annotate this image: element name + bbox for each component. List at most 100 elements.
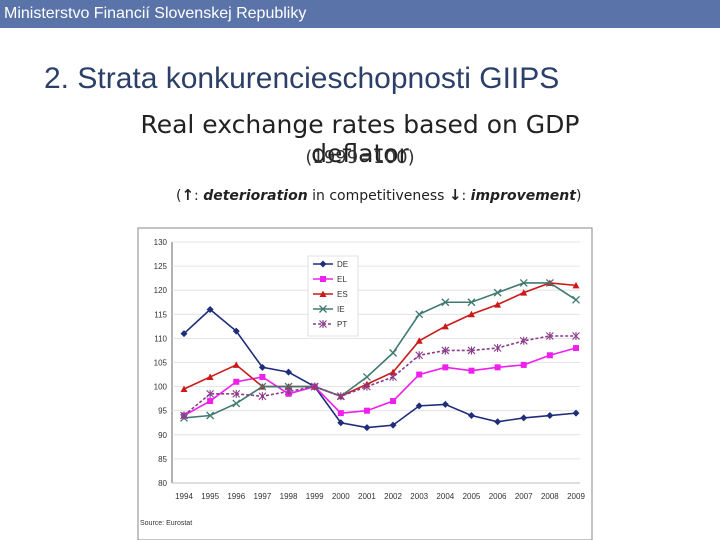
chart-source: Source: Eurostat	[140, 520, 192, 527]
data-point-star	[363, 382, 371, 391]
data-point-square	[520, 361, 527, 368]
x-tick-label: 2002	[384, 492, 402, 501]
data-point-triangle	[572, 281, 580, 289]
data-point-x	[441, 298, 450, 307]
note-up-sep: :	[194, 188, 204, 204]
data-point-diamond	[180, 330, 188, 338]
series-line-de	[183, 308, 577, 429]
y-tick-label: 110	[154, 334, 167, 343]
data-point-square	[337, 410, 344, 417]
data-point-diamond	[546, 412, 554, 420]
chart-title: Real exchange rates based on GDP deflato…	[140, 110, 580, 168]
data-point-diamond	[337, 419, 345, 427]
x-tick-label: 2003	[410, 492, 428, 501]
data-point-star	[441, 346, 450, 355]
data-point-diamond	[520, 414, 528, 422]
data-point-square	[494, 364, 501, 371]
legend-label: IE	[337, 305, 345, 314]
data-point-diamond	[415, 402, 423, 410]
legend-label: EL	[337, 275, 347, 284]
data-point-diamond	[232, 327, 240, 335]
data-point-square	[259, 373, 266, 380]
data-point-x	[467, 298, 476, 307]
y-tick-label: 105	[154, 359, 168, 368]
x-tick-label: 1998	[280, 492, 298, 501]
data-point-x	[519, 279, 528, 287]
data-point-diamond	[285, 368, 293, 376]
data-point-x	[545, 279, 554, 287]
data-point-diamond	[494, 418, 502, 426]
x-tick-label: 1997	[254, 492, 272, 501]
note-improvement: improvement	[470, 188, 576, 204]
data-point-x	[258, 382, 267, 391]
x-tick-label: 2006	[489, 492, 507, 501]
data-point-triangle	[467, 310, 475, 318]
y-tick-label: 115	[154, 310, 167, 319]
data-point-diamond	[572, 409, 580, 417]
x-tick-label: 1996	[227, 492, 245, 501]
y-tick-label: 120	[154, 286, 168, 295]
data-point-diamond	[441, 400, 449, 408]
slide-title: 2. Strata konkurencieschopnosti GIIPS	[44, 62, 560, 95]
y-tick-label: 95	[158, 407, 167, 416]
data-point-star	[519, 336, 528, 345]
y-tick-label: 130	[154, 238, 168, 247]
data-point-x	[415, 310, 424, 319]
data-point-triangle	[415, 337, 423, 344]
data-point-x	[572, 295, 580, 304]
data-point-triangle	[319, 290, 327, 297]
data-point-triangle	[206, 373, 214, 380]
y-tick-label: 100	[154, 383, 168, 392]
x-tick-label: 1999	[306, 492, 324, 501]
data-point-x	[493, 288, 502, 297]
x-tick-label: 2009	[567, 492, 585, 501]
data-point-diamond	[206, 305, 214, 313]
data-point-star	[284, 387, 293, 396]
data-point-star	[180, 411, 188, 420]
y-tick-label: 80	[158, 479, 167, 488]
data-point-x	[389, 348, 398, 357]
data-point-square	[363, 407, 370, 414]
data-point-star	[336, 392, 345, 401]
header-bar: Ministerstvo Financií Slovenskej Republi…	[0, 0, 720, 28]
x-tick-label: 2000	[332, 492, 350, 501]
y-tick-label: 85	[158, 455, 167, 464]
note-down-sep: :	[461, 188, 471, 204]
legend-label: DE	[337, 260, 348, 269]
data-point-diamond	[363, 424, 371, 432]
legend-label: ES	[337, 290, 348, 299]
data-point-square	[320, 276, 326, 282]
data-point-triangle	[389, 368, 397, 376]
data-point-triangle	[180, 385, 188, 393]
up-arrow-icon: ↑	[181, 186, 195, 204]
data-point-triangle	[441, 322, 449, 330]
data-point-square	[442, 364, 449, 371]
data-point-star	[572, 331, 580, 340]
chart-note: (↑: deterioration in competitiveness ↓: …	[176, 186, 581, 204]
note-open-paren: (	[176, 188, 182, 204]
data-point-x	[206, 411, 215, 420]
data-point-square	[416, 371, 423, 378]
institution-name: Ministerstvo Financií Slovenskej Republi…	[4, 5, 307, 22]
y-tick-label: 125	[154, 262, 168, 271]
data-point-star	[310, 382, 319, 391]
data-point-x	[232, 399, 241, 408]
data-point-square	[207, 398, 214, 405]
data-point-square	[573, 345, 579, 352]
x-tick-label: 2005	[463, 492, 481, 501]
data-point-triangle	[520, 289, 528, 296]
data-point-star	[206, 389, 215, 398]
data-point-diamond	[319, 260, 327, 268]
data-point-star	[258, 392, 267, 401]
data-point-x	[319, 305, 327, 313]
data-point-diamond	[467, 412, 475, 420]
x-tick-label: 2007	[515, 492, 533, 501]
note-deterioration: deterioration	[203, 188, 308, 204]
legend-label: PT	[337, 320, 347, 329]
data-point-star	[467, 346, 476, 355]
x-tick-label: 1995	[201, 492, 219, 501]
y-tick-label: 90	[158, 431, 167, 440]
data-point-triangle	[494, 301, 502, 308]
data-point-star	[319, 320, 327, 328]
